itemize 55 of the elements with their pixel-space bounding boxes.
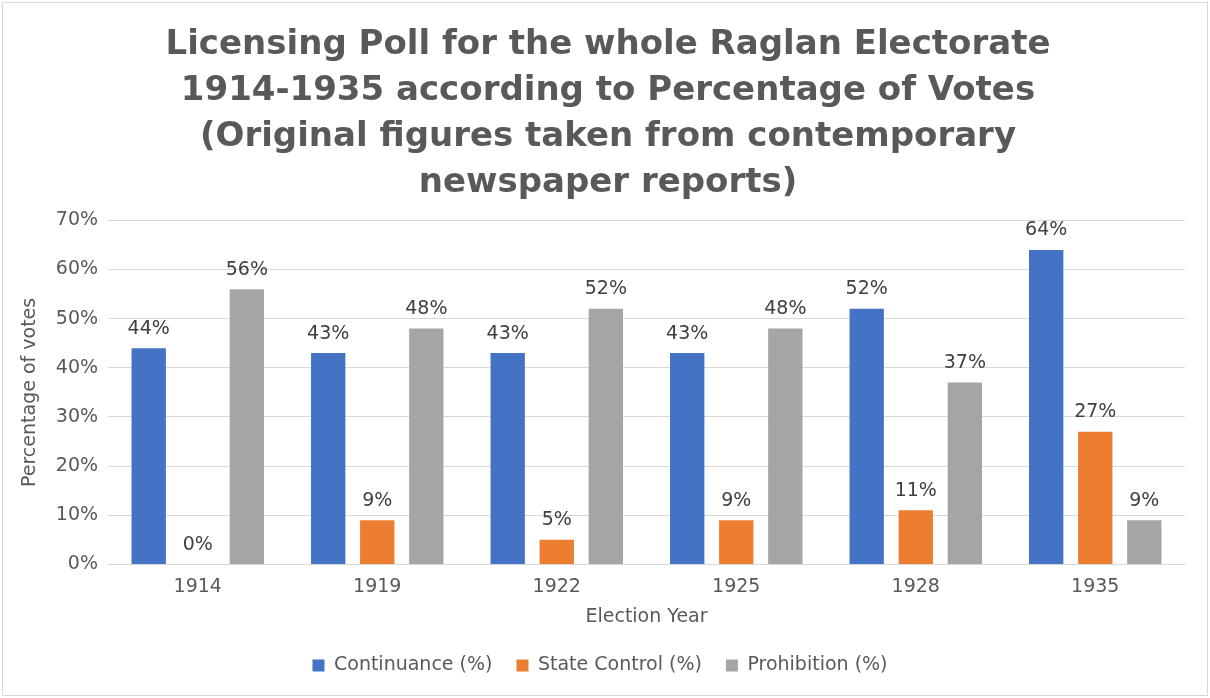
x-tick-label: 1922 [532, 573, 581, 596]
bar [947, 382, 982, 564]
data-label: 52% [584, 276, 627, 299]
legend-label: Continuance (%) [333, 652, 493, 675]
data-label: 9% [362, 487, 393, 510]
bar [1078, 431, 1113, 564]
bar [360, 520, 395, 564]
y-tick-label: 10% [55, 502, 99, 525]
data-label: 9% [721, 487, 752, 510]
chart-title: Licensing Poll for the whole Raglan Electorate 1914-1935 according to Percentage of Votes (Original figures taken from contemporary newspaper reports) [164, 21, 1052, 202]
data-label: 11% [894, 477, 937, 500]
y-tick-label: 50% [55, 305, 99, 328]
x-axis-title: Election Year [585, 603, 708, 626]
data-label: 0% [182, 531, 213, 554]
bar [131, 348, 166, 564]
data-label: 5% [541, 507, 572, 530]
data-label: 43% [307, 320, 350, 343]
data-label: 44% [127, 315, 170, 338]
y-tick-label: 60% [55, 256, 99, 279]
bar [719, 520, 754, 564]
x-tick-label: 1935 [1071, 573, 1120, 596]
bar [539, 539, 574, 564]
bar [588, 308, 623, 564]
bar [768, 328, 803, 564]
bar [849, 308, 884, 564]
y-tick-label: 70% [55, 207, 99, 230]
data-label: 48% [764, 295, 807, 318]
x-tick-label: 1928 [891, 573, 940, 596]
bar [409, 328, 444, 564]
bar [490, 353, 525, 564]
bar [311, 353, 346, 564]
legend-label: Prohibition (%) [747, 652, 888, 675]
data-label: 52% [845, 276, 888, 299]
y-tick-label: 30% [55, 403, 99, 426]
bar [898, 510, 933, 564]
data-label: 9% [1129, 487, 1160, 510]
y-tick-label: 0% [67, 551, 99, 574]
data-label: 64% [1025, 217, 1068, 240]
bar [1127, 520, 1162, 564]
x-tick-label: 1919 [353, 573, 402, 596]
data-label: 43% [486, 320, 529, 343]
data-label: 48% [405, 295, 448, 318]
data-label: 37% [943, 350, 986, 373]
y-tick-label: 40% [55, 354, 99, 377]
data-label: 56% [225, 256, 268, 279]
x-tick-label: 1925 [712, 573, 761, 596]
y-tick-label: 20% [55, 453, 99, 476]
y-axis-title: Percentage of votes [17, 297, 40, 487]
x-tick-label: 1914 [173, 573, 222, 596]
data-label: 43% [666, 320, 709, 343]
bar [229, 289, 265, 564]
bar [1029, 249, 1064, 564]
data-label: 27% [1074, 399, 1117, 422]
bar [670, 353, 705, 564]
legend-label: State Control (%) [537, 652, 702, 675]
